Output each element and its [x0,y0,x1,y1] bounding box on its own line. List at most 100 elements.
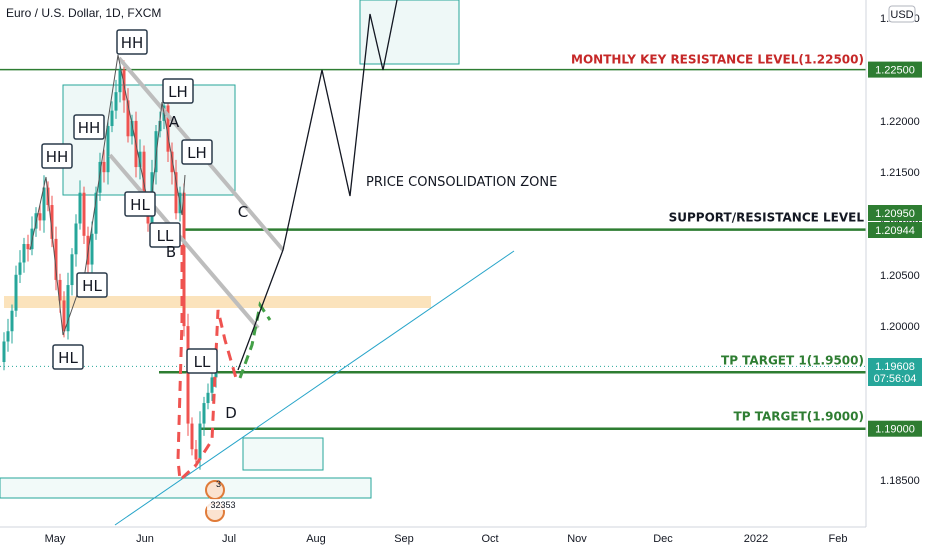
events-count: 3 [216,479,221,489]
candle-body [42,187,46,221]
last-price-tag-bg [868,358,922,386]
swing-label: HL [130,196,150,214]
candle-body [138,151,142,168]
swing-label-box [41,143,73,169]
supply-zone [4,296,431,308]
tag-sr-upper-bg [868,205,922,221]
candle-body [158,120,162,132]
candle-body [6,331,10,342]
time-tick-label: Sep [394,533,414,545]
projection-path [237,0,398,371]
candle-body [186,326,190,424]
tag-sr-upper: 1.20950 [875,208,915,220]
currency-button[interactable]: USD [888,5,916,23]
candle-body [38,213,42,221]
candle-body [206,392,210,404]
countdown-tag: 07:56:04 [874,373,917,385]
candle-body [14,274,18,311]
background-layer [0,0,866,499]
trend-line [114,250,515,526]
swing-label: LH [168,83,188,101]
candle-body [114,92,118,111]
swing-label: HH [78,119,101,137]
candle-body [10,310,14,332]
swing-label-box [52,344,84,370]
candle-body [58,279,62,301]
price-tags: 1.225001.209501.209441.195001.190001.196… [868,61,922,437]
swing-label-box [162,78,194,104]
price-tick-label: 1.22000 [880,116,920,128]
time-tick-label: Aug [306,533,326,545]
swing-label: D [225,404,237,422]
target-box [359,0,460,65]
chart-title: Euro / U.S. Dollar, 1D, FXCM [6,6,161,20]
swing-label-box [73,114,105,140]
swing-label: B [166,243,176,261]
candle-body [98,161,102,193]
swing-label: HL [58,349,78,367]
candle-body [174,172,178,214]
tag-sr: 1.20944 [875,225,915,237]
swing-label: HH [46,148,69,166]
time-tick-label: Dec [653,533,673,545]
price-tick-label: 1.18500 [880,475,920,487]
last-price-tag: 1.19608 [875,361,915,373]
level-text-monthly-resistance: MONTHLY KEY RESISTANCE LEVEL(1.22500) [571,53,864,67]
candle-body [70,254,74,286]
level-text-tp-target-1: TP TARGET 1(1.9500) [721,353,864,367]
candle-body [170,151,174,173]
candle-body [110,110,114,127]
small-box [242,437,324,471]
swing-label: LL [157,227,174,245]
swing-label: A [169,113,180,131]
swing-label-box [124,191,156,217]
swing-label-box [181,139,213,165]
candle-body [142,151,146,203]
level-text-support-resistance: SUPPORT/RESISTANCE LEVEL [669,211,865,225]
tag-tp: 1.19000 [875,424,915,436]
candle-body [2,341,6,363]
time-tick-label: Oct [481,533,498,545]
swing-label-box [76,272,108,298]
swing-label-box [116,29,148,55]
tag-monthly-bg [868,61,922,78]
candle-body [82,192,86,236]
currency-label: USD [890,9,913,21]
candle-body [190,423,194,450]
candle-body [78,192,82,224]
candle-body [130,120,134,137]
candle-body [90,233,94,265]
candle-body [66,285,70,332]
price-tick-label: 1.20000 [880,321,920,333]
candle-body [166,105,170,152]
channel-lower [108,153,260,330]
candle-body [74,223,78,255]
candle-body [50,205,54,239]
swing-label-box [149,222,181,248]
swing-label-box [186,348,218,374]
candle-body [102,161,106,173]
time-tick-label: Jun [136,533,154,545]
candle-body [126,100,130,137]
price-tick-label: 1.20500 [880,270,920,282]
events-code-bg [207,499,239,510]
candle-body [106,126,110,173]
time-tick-label: 2022 [744,533,768,545]
candle-body [94,192,98,234]
candle-body [22,244,26,263]
events-code: 32353 [210,500,235,510]
events-marker[interactable]: 3 32353 [205,479,239,522]
tag-monthly: 1.22500 [875,65,915,77]
swing-label: LL [194,353,211,371]
time-tick-label: Jul [222,533,236,545]
level-text-tp-target: TP TARGET(1.9000) [734,410,864,424]
candle-body [62,300,66,332]
candle-body [26,244,30,250]
candle-body [154,131,158,173]
level-texts: MONTHLY KEY RESISTANCE LEVEL(1.22500) SUP… [571,53,864,424]
swing-label: LH [187,144,207,162]
price-tick-label: 1.21500 [880,167,920,179]
candle-body [202,403,206,424]
